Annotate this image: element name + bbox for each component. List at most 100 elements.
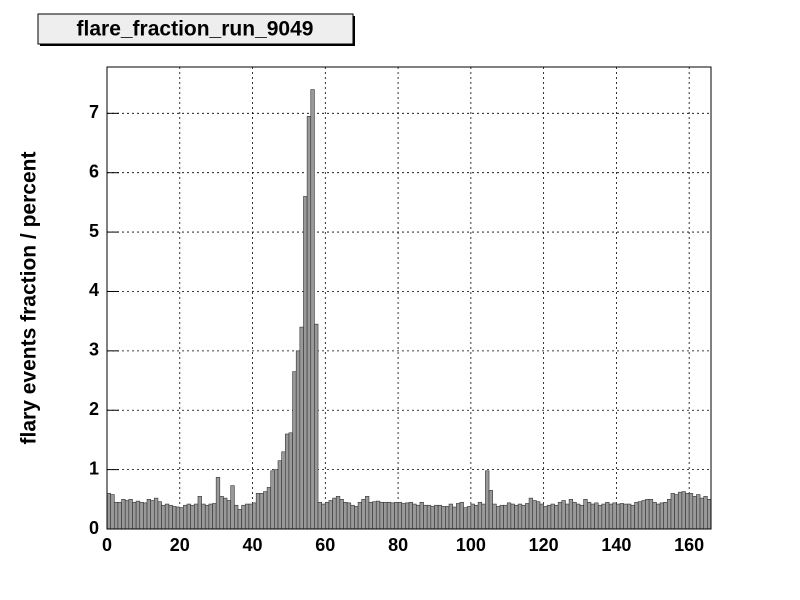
bar xyxy=(445,506,450,530)
bar xyxy=(310,89,315,530)
bar xyxy=(488,490,493,530)
bar xyxy=(561,500,566,530)
bar xyxy=(244,503,250,530)
bar xyxy=(252,502,257,530)
bar xyxy=(430,506,435,530)
bar xyxy=(630,504,635,530)
bar xyxy=(124,500,130,530)
bar xyxy=(397,501,403,530)
bar xyxy=(121,499,126,530)
bar xyxy=(157,501,162,530)
bar xyxy=(154,497,159,530)
bar xyxy=(401,503,406,530)
bar xyxy=(528,497,534,530)
bar xyxy=(423,504,428,530)
bar xyxy=(405,502,410,530)
bar xyxy=(452,506,457,530)
bar xyxy=(164,503,170,530)
bar xyxy=(306,115,312,530)
bar xyxy=(328,500,333,530)
bar xyxy=(346,502,352,530)
bar xyxy=(434,504,439,530)
bar xyxy=(641,500,646,530)
bar xyxy=(295,350,301,530)
bar xyxy=(448,503,453,530)
bar xyxy=(623,503,628,530)
bar xyxy=(590,503,595,530)
bar xyxy=(470,503,475,530)
bar xyxy=(212,503,217,530)
bar xyxy=(426,504,432,530)
bar xyxy=(259,493,264,530)
bar xyxy=(132,501,137,530)
bar xyxy=(456,503,461,530)
bar xyxy=(292,371,297,530)
chart-title: flare_fraction_run_9049 xyxy=(77,18,314,41)
bar xyxy=(572,501,577,530)
bar xyxy=(226,500,232,530)
plot-frame xyxy=(106,66,712,530)
bar xyxy=(284,433,290,530)
y-tick-label: 3 xyxy=(89,340,99,360)
x-tick-label: 80 xyxy=(388,535,408,555)
bar xyxy=(619,503,624,530)
bar xyxy=(627,503,632,530)
bar xyxy=(277,460,282,530)
bar xyxy=(325,501,330,530)
bar xyxy=(106,493,111,530)
bar xyxy=(663,501,668,530)
bar xyxy=(707,499,712,530)
bar xyxy=(186,503,191,530)
bar xyxy=(536,501,541,530)
x-tick-label: 0 xyxy=(102,535,112,555)
bar xyxy=(204,504,210,530)
bar xyxy=(670,493,675,530)
bar xyxy=(394,501,399,530)
bar xyxy=(339,499,344,530)
bar xyxy=(150,500,155,530)
y-tick-label: 0 xyxy=(89,518,99,538)
bar xyxy=(496,506,501,530)
bar xyxy=(335,496,341,530)
x-tick-label: 100 xyxy=(456,535,486,555)
bar xyxy=(576,503,581,530)
x-tick-label: 160 xyxy=(674,535,704,555)
bar xyxy=(139,501,144,530)
bar xyxy=(601,503,606,530)
bar xyxy=(350,504,355,530)
bar xyxy=(110,494,115,530)
bar xyxy=(386,501,392,530)
bar xyxy=(441,506,446,530)
bar xyxy=(557,501,563,530)
bar xyxy=(696,494,701,530)
bar xyxy=(375,500,381,530)
bar xyxy=(288,432,293,530)
bar xyxy=(201,503,206,530)
plot-area xyxy=(107,67,711,529)
bar xyxy=(437,504,443,530)
bar xyxy=(597,504,603,530)
bar xyxy=(270,470,275,530)
bar xyxy=(677,491,683,530)
bar xyxy=(357,501,362,530)
bar xyxy=(274,469,279,530)
bar xyxy=(546,504,552,530)
bar xyxy=(303,196,308,530)
x-tick-label: 40 xyxy=(243,535,263,555)
bar xyxy=(550,503,555,530)
bar xyxy=(332,497,337,530)
bar xyxy=(514,504,519,530)
bar xyxy=(197,496,202,530)
bar xyxy=(499,504,504,530)
x-tick-label: 60 xyxy=(315,535,335,555)
bar xyxy=(219,496,224,530)
bar xyxy=(652,501,657,530)
bar xyxy=(135,500,141,530)
bar xyxy=(128,499,133,530)
y-tick-label: 5 xyxy=(89,221,99,241)
bar xyxy=(190,504,195,530)
bar xyxy=(463,507,468,530)
y-tick-label: 6 xyxy=(89,161,99,181)
